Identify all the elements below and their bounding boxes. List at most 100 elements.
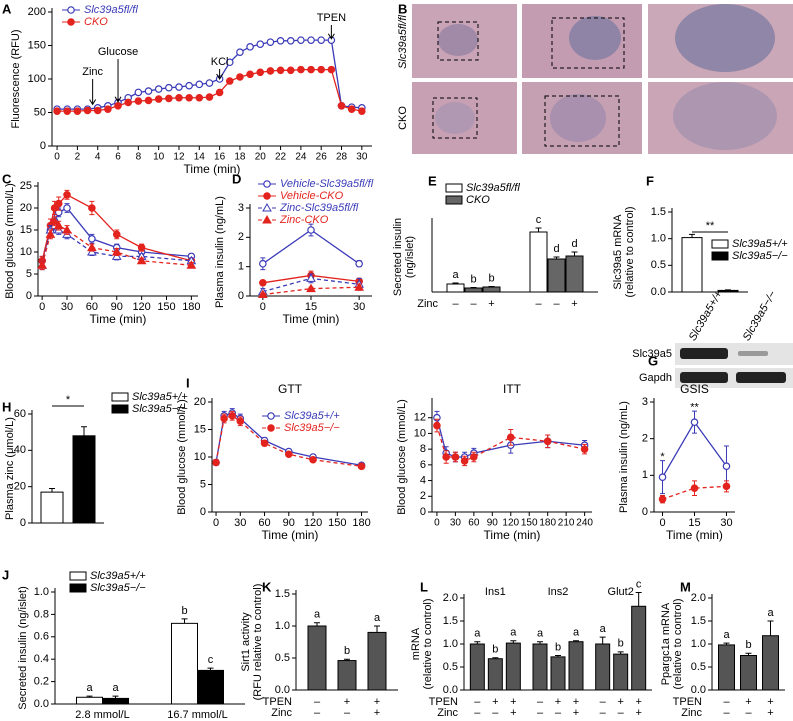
panel-letter: I <box>186 375 190 390</box>
marker <box>276 37 285 45</box>
marker <box>54 199 63 208</box>
panel-letter: K <box>262 579 272 594</box>
marker <box>144 87 153 95</box>
bar-letter: b <box>488 272 494 284</box>
row-mark: + <box>510 707 516 719</box>
error-bar <box>488 286 495 287</box>
error-bar <box>474 641 481 644</box>
legend-swatch <box>111 404 129 414</box>
row-label: Gapdh <box>639 372 672 384</box>
y-axis-label: Secreted insulin (ng/islet) <box>17 586 29 710</box>
x-tick-label: 30 <box>356 152 368 163</box>
marker <box>286 66 295 75</box>
y-tick-label: 0 <box>26 290 32 302</box>
marker <box>263 180 271 188</box>
bar <box>171 622 198 705</box>
sig-label: ** <box>706 220 715 232</box>
group-label: Ins1 <box>485 586 506 598</box>
y-tick-label: 2 <box>238 231 244 243</box>
error-bar <box>689 233 695 238</box>
x-tick-label: 60 <box>86 301 98 313</box>
row-mark: – <box>555 707 562 719</box>
row-mark: – <box>600 696 607 708</box>
marker <box>88 235 96 243</box>
row-label: Zinc <box>417 298 438 310</box>
legend-label: Slc39a5+/+ <box>732 238 788 250</box>
blot-image <box>675 343 793 388</box>
marker <box>154 95 163 103</box>
row-mark: – <box>723 707 730 719</box>
bar-letter: a <box>573 627 580 639</box>
legend-label: Slc39a5−/− <box>132 403 188 415</box>
marker <box>67 18 75 26</box>
marker <box>317 36 326 44</box>
error-bar <box>723 642 730 645</box>
marker <box>543 437 552 446</box>
histology-images <box>412 4 793 154</box>
marker <box>658 473 667 481</box>
row-mark: – <box>314 696 321 708</box>
marker <box>165 83 173 92</box>
row-label: Zinc <box>437 707 458 719</box>
marker <box>136 255 147 265</box>
error-bar <box>374 625 380 633</box>
row-label: Zinc <box>681 707 702 719</box>
legend-swatch <box>111 392 129 402</box>
y-tick-label: 5 <box>26 268 32 280</box>
marker <box>260 439 269 448</box>
marker <box>63 204 71 212</box>
x-tick-label: 16 <box>214 152 226 163</box>
row-mark: + <box>573 707 579 719</box>
row-label: TPEN <box>429 696 458 708</box>
legend-label: CKO <box>84 16 108 28</box>
bar-letter: a <box>474 628 481 640</box>
bar <box>681 237 703 293</box>
row-mark: – <box>470 298 477 310</box>
y-tick-label: 4 <box>420 474 426 486</box>
error-bar <box>492 657 499 659</box>
marker <box>276 66 285 75</box>
annotation: Glucose <box>98 46 138 58</box>
bar <box>550 656 566 691</box>
marker <box>263 192 271 200</box>
bar <box>718 644 735 691</box>
row-mark: – <box>474 707 481 719</box>
y-tick-label: 0.5 <box>443 661 458 673</box>
marker <box>246 70 254 79</box>
bar <box>595 643 611 691</box>
bar-letter: b <box>470 273 476 285</box>
panel-letter: C <box>2 171 12 186</box>
marker <box>317 65 326 74</box>
panel-letter: L <box>420 579 428 594</box>
marker <box>185 81 193 90</box>
legend-label: Slc39a5fl/fl <box>466 182 520 194</box>
x-tick-label: 0 <box>213 517 219 529</box>
row-mark: + <box>635 707 641 719</box>
marker <box>442 453 450 461</box>
row-mark: – <box>537 696 544 708</box>
panel-letter: B <box>398 1 407 16</box>
error-bar <box>470 287 477 288</box>
x-tick-label: 30 <box>234 517 246 529</box>
bar-letter: a <box>314 609 321 621</box>
y-tick-label: 15 <box>20 224 32 236</box>
marker <box>62 224 72 234</box>
row-mark: + <box>635 696 641 708</box>
row-mark: + <box>374 696 380 708</box>
panel-letter: M <box>680 579 691 594</box>
series-line <box>215 415 362 467</box>
marker <box>307 65 315 74</box>
row-mark: – <box>344 707 351 719</box>
marker <box>195 80 204 89</box>
row-mark: – <box>474 696 481 708</box>
panel-letter: D <box>232 171 241 186</box>
bar <box>762 635 779 691</box>
marker <box>257 289 268 299</box>
marker <box>722 462 731 470</box>
x-tick-label: 26 <box>316 152 328 163</box>
row-mark: + <box>767 696 773 708</box>
panel-title: ITT <box>503 382 522 396</box>
x-tick-label: 150 <box>521 518 538 529</box>
row-mark: – <box>618 707 625 719</box>
